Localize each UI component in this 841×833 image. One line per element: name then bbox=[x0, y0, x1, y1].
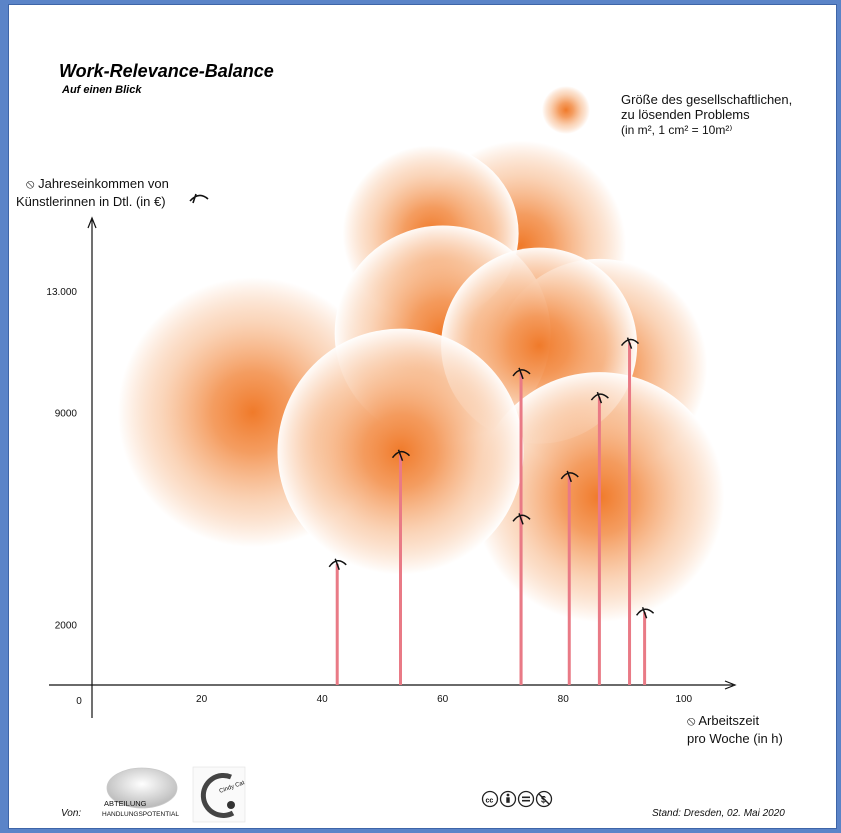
stems-layer bbox=[328, 337, 655, 685]
cc-icon-glyph: cc bbox=[486, 798, 494, 805]
logo-cindy-cat: Cindy Cat bbox=[192, 766, 246, 823]
y-tick-label-2000: 2000 bbox=[55, 620, 78, 631]
x-tick-label-80: 80 bbox=[558, 694, 570, 705]
y-axis-label-line-1: ⦸ Jahreseinkommen von bbox=[26, 176, 169, 191]
ticks-layer: 0 20 40 60 80 100 2000 9000 13.000 bbox=[46, 287, 692, 707]
legend-bubble bbox=[542, 86, 590, 134]
y-tick-label-9000: 9000 bbox=[55, 408, 78, 419]
chart-svg: Work-Relevance-Balance Auf einen Blick G… bbox=[16, 61, 792, 823]
nc-icon bbox=[535, 790, 553, 808]
y-axis-label-mark bbox=[189, 193, 209, 204]
by-icon-head bbox=[506, 793, 510, 797]
point-marker-8 bbox=[635, 607, 655, 619]
bubbles-layer bbox=[117, 140, 725, 623]
by-icon-body bbox=[506, 797, 510, 803]
logo-abteilung: ABTEILUNG HANDLUNGSPOTENTIAL bbox=[102, 767, 179, 818]
chart-page: Work-Relevance-Balance Auf einen Blick G… bbox=[9, 5, 836, 828]
logo-abteilung-shape bbox=[106, 767, 178, 809]
x-tick-label-20: 20 bbox=[196, 694, 208, 705]
point-marker-1 bbox=[328, 558, 347, 571]
axes-layer bbox=[49, 216, 737, 718]
y-axis-label-line-2: Künstlerinnen in Dtl. (in €) bbox=[16, 194, 166, 209]
footer-von-label: Von: bbox=[61, 808, 81, 819]
x-axis-label-line-2: pro Woche (in h) bbox=[687, 731, 783, 746]
point-marker-5 bbox=[560, 470, 579, 483]
logo-cindy-cat-paw bbox=[227, 801, 235, 809]
footer-stand: Stand: Dresden, 02. Mai 2020 bbox=[652, 808, 785, 819]
logo-abteilung-line-2: HANDLUNGSPOTENTIAL bbox=[102, 811, 179, 818]
x-axis-label-line-1: ⦸ Arbeitszeit bbox=[687, 713, 759, 728]
point-marker-4 bbox=[512, 513, 531, 525]
nc-icon-strike bbox=[538, 793, 550, 805]
nd-icon bbox=[517, 790, 535, 808]
point-marker-7 bbox=[620, 337, 640, 349]
logo-cindy-cat-c bbox=[200, 772, 235, 818]
nc-icon-glyph: $ bbox=[541, 795, 546, 805]
chart-subtitle: Auf einen Blick bbox=[61, 84, 142, 96]
point-marker-6 bbox=[590, 391, 609, 404]
y-axis-arrow bbox=[87, 216, 97, 229]
x-tick-label-0: 0 bbox=[76, 696, 82, 707]
cc-icon bbox=[481, 790, 499, 808]
x-axis-arrow bbox=[724, 680, 737, 690]
point-marker-2 bbox=[391, 449, 411, 461]
logo-abteilung-line-1: ABTEILUNG bbox=[104, 799, 147, 808]
nd-icon-bar-2 bbox=[522, 799, 530, 802]
legend-line-3: (in m², 1 cm² = 10m²⁾ bbox=[621, 123, 732, 137]
legend-line-1: Größe des gesellschaftlichen, bbox=[621, 92, 792, 107]
x-tick-label-40: 40 bbox=[317, 694, 329, 705]
x-tick-label-60: 60 bbox=[437, 694, 449, 705]
by-icon bbox=[499, 790, 517, 808]
x-tick-label-100: 100 bbox=[675, 694, 692, 705]
chart-title: Work-Relevance-Balance bbox=[59, 61, 274, 81]
legend-line-2: zu lösenden Problems bbox=[621, 107, 750, 122]
cc-license-icons: cc $ bbox=[481, 790, 553, 808]
point-marker-3 bbox=[512, 367, 531, 380]
nd-icon-bar-1 bbox=[522, 796, 530, 799]
y-tick-label-13000: 13.000 bbox=[46, 287, 77, 298]
